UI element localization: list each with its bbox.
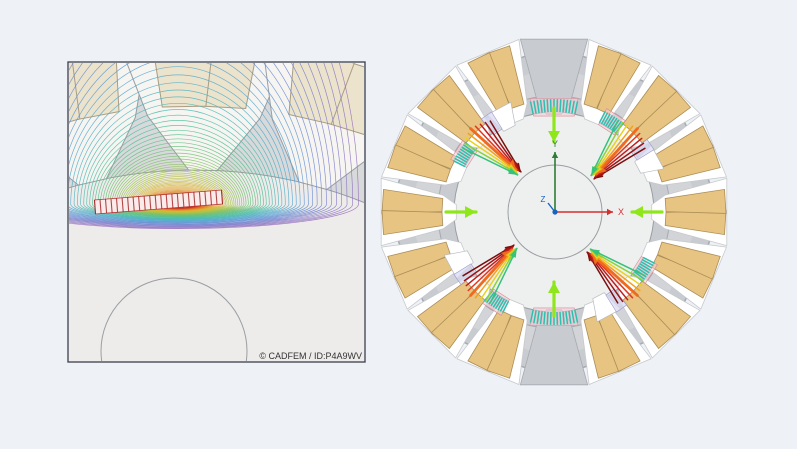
svg-text:© CADFEM / ID:P4A9WV: © CADFEM / ID:P4A9WV	[259, 351, 362, 361]
svg-text:Z: Z	[541, 195, 546, 204]
svg-text:X: X	[618, 207, 624, 217]
svg-text:Y: Y	[552, 139, 558, 149]
